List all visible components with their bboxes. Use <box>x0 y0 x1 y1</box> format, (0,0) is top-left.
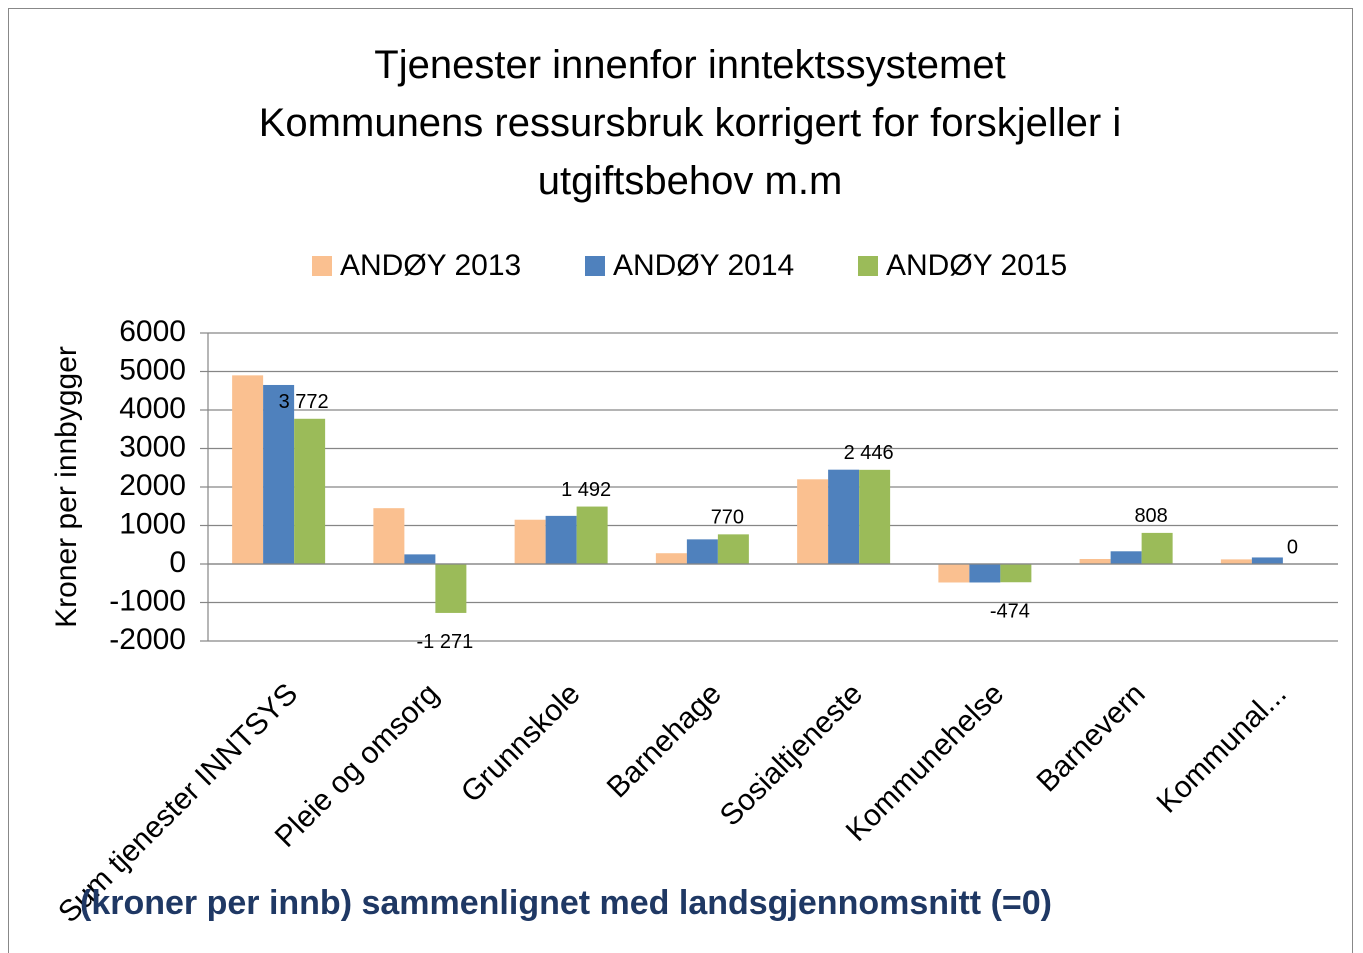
legend-label: ANDØY 2015 <box>886 249 1067 282</box>
x-tick-label: Grunnskole <box>455 677 587 809</box>
bar <box>263 384 295 564</box>
data-label: 1 492 <box>561 479 611 501</box>
data-label: -1 271 <box>417 631 474 653</box>
bar <box>828 469 860 564</box>
bar <box>797 479 829 564</box>
bar <box>232 375 264 564</box>
bar <box>514 519 546 564</box>
y-axis-label: Kroner per innbygger <box>50 346 83 628</box>
y-tick-label: 5000 <box>119 353 186 386</box>
x-tick-label: Kommunal... <box>1151 677 1293 819</box>
legend-swatch <box>312 256 332 276</box>
bar <box>1141 532 1173 564</box>
legend-label: ANDØY 2014 <box>613 249 794 282</box>
y-tick-label: 6000 <box>119 315 186 348</box>
bar <box>1110 551 1142 564</box>
data-label: 3 772 <box>279 391 329 413</box>
data-label: 770 <box>711 507 744 529</box>
chart-subtitle: Kommunens ressursbruk korrigert for fors… <box>258 101 1122 203</box>
data-label: -474 <box>990 601 1030 623</box>
bar <box>859 469 891 564</box>
data-label: 0 <box>1287 536 1298 558</box>
bar <box>294 418 326 564</box>
bar <box>655 553 687 564</box>
bar <box>576 506 608 564</box>
bar <box>373 508 405 564</box>
annotation: (kroner per innb) sammenlignet med lands… <box>80 884 1052 922</box>
y-tick-label: -2000 <box>109 623 186 656</box>
x-tick-label: Barnehage <box>601 677 728 804</box>
x-tick-label: Barnevern <box>1030 677 1151 798</box>
bar <box>1220 559 1252 564</box>
y-tick-label: 2000 <box>119 469 186 502</box>
legend-label: ANDØY 2013 <box>340 249 521 282</box>
y-tick-label: 1000 <box>119 507 186 540</box>
bar <box>1251 557 1283 564</box>
y-tick-label: -1000 <box>109 584 186 617</box>
bar <box>545 515 577 564</box>
bar <box>717 534 749 564</box>
y-tick-label: 3000 <box>119 430 186 463</box>
bar <box>969 564 1001 583</box>
bar <box>435 564 467 613</box>
data-label: 808 <box>1134 505 1167 527</box>
legend-swatch <box>858 256 878 276</box>
y-tick-label: 0 <box>169 546 186 579</box>
bar <box>938 564 970 583</box>
chart-title: Tjenester innenfor inntektssystemet <box>374 43 1006 87</box>
x-tick-label: Sosialtjeneste <box>714 677 869 832</box>
bar <box>1000 564 1032 583</box>
data-label: 2 446 <box>844 442 894 464</box>
y-tick-label: 4000 <box>119 392 186 425</box>
frame <box>8 8 1353 953</box>
bar <box>404 554 436 564</box>
bar <box>686 539 718 564</box>
bar <box>1079 558 1111 564</box>
legend-swatch <box>585 256 605 276</box>
